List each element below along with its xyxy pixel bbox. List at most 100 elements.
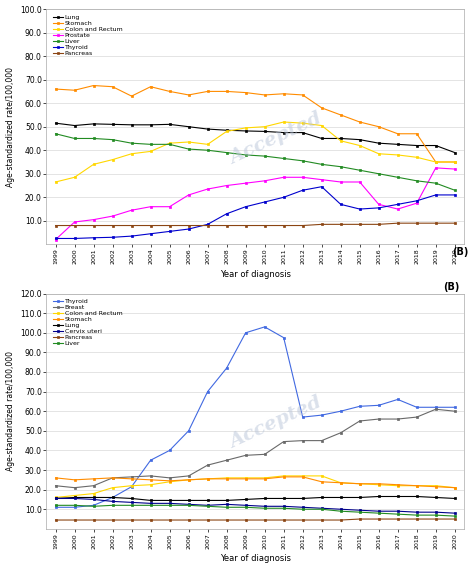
Prostate <box>319 176 325 183</box>
Pancreas <box>72 517 77 523</box>
Stomach <box>53 86 58 93</box>
Liver <box>53 130 58 137</box>
Colon and Rectum <box>224 475 229 481</box>
Lung <box>338 494 344 501</box>
Line: Colon and Rectum: Colon and Rectum <box>54 121 456 183</box>
Thyroid <box>395 396 401 403</box>
Stomach <box>72 87 77 94</box>
Stomach <box>224 476 229 483</box>
Cervix uteri <box>357 507 363 514</box>
Cervix uteri <box>53 495 58 502</box>
Colon and Rectum <box>319 122 325 129</box>
Liver <box>262 505 267 512</box>
Cervix uteri <box>224 501 229 508</box>
Liver <box>452 513 457 519</box>
Stomach <box>167 477 173 484</box>
Thyroid <box>129 483 135 490</box>
Prostate <box>53 236 58 243</box>
Breast <box>205 461 210 468</box>
Stomach <box>452 484 457 491</box>
Pancreas <box>262 517 267 523</box>
Colon and Rectum <box>452 484 457 491</box>
Prostate <box>300 174 306 181</box>
Cervix uteri <box>281 503 286 510</box>
Prostate <box>395 205 401 212</box>
Thyroid <box>148 230 154 237</box>
Liver <box>319 506 325 513</box>
Breast <box>109 475 115 481</box>
Lung <box>167 121 173 128</box>
Text: Accepted: Accepted <box>227 394 325 452</box>
Thyroid <box>319 412 325 419</box>
Liver <box>205 503 210 510</box>
Prostate <box>129 207 135 213</box>
Colon and Rectum <box>205 141 210 148</box>
Liver <box>148 141 154 148</box>
Colon and Rectum <box>148 481 154 488</box>
Stomach <box>414 130 419 137</box>
Lung <box>205 497 210 504</box>
Lung <box>53 119 58 126</box>
Stomach <box>262 92 267 98</box>
Prostate <box>148 203 154 210</box>
Thyroid <box>338 408 344 415</box>
Thyroid <box>262 323 267 330</box>
Prostate <box>414 200 419 207</box>
Pancreas <box>319 221 325 228</box>
Thyroid <box>224 365 229 372</box>
Lung <box>414 493 419 500</box>
Cervix uteri <box>243 502 248 509</box>
Colon and Rectum <box>414 483 419 489</box>
Stomach <box>167 88 173 95</box>
Stomach <box>338 479 344 486</box>
Liver <box>281 155 286 162</box>
Stomach <box>186 476 191 483</box>
Liver <box>300 506 306 513</box>
Prostate <box>224 182 229 189</box>
Pancreas <box>300 222 306 229</box>
Colon and Rectum <box>319 472 325 479</box>
Pancreas <box>395 220 401 226</box>
Breast <box>376 415 382 422</box>
Lung <box>72 122 77 129</box>
Liver <box>376 170 382 177</box>
Colon and Rectum <box>186 476 191 483</box>
Prostate <box>338 179 344 185</box>
Legend: Lung, Stomach, Colon and Rectum, Prostate, Liver, Thyroid, Pancreas: Lung, Stomach, Colon and Rectum, Prostat… <box>51 12 125 59</box>
Breast <box>243 452 248 459</box>
Pancreas <box>243 517 248 523</box>
Stomach <box>281 90 286 97</box>
Cervix uteri <box>262 503 267 510</box>
Thyroid <box>148 457 154 464</box>
Breast <box>148 472 154 479</box>
Colon and Rectum <box>91 161 96 168</box>
Thyroid <box>452 192 457 199</box>
Pancreas <box>452 220 457 226</box>
Lung <box>376 140 382 147</box>
Pancreas <box>376 221 382 228</box>
Breast <box>186 472 191 479</box>
Liver <box>281 505 286 512</box>
Breast <box>300 437 306 444</box>
X-axis label: Year of diagnosis: Year of diagnosis <box>219 554 291 563</box>
Thyroid <box>300 187 306 193</box>
Cervix uteri <box>452 510 457 517</box>
Liver <box>357 167 363 174</box>
Colon and Rectum <box>72 492 77 499</box>
Lung <box>148 497 154 504</box>
Line: Prostate: Prostate <box>54 167 456 241</box>
Thyroid <box>129 233 135 240</box>
Liver <box>186 502 191 509</box>
Line: Pancreas: Pancreas <box>54 518 456 521</box>
Colon and Rectum <box>109 156 115 163</box>
Liver <box>148 502 154 509</box>
Lung <box>129 495 135 502</box>
Thyroid <box>91 502 96 509</box>
Pancreas <box>357 221 363 228</box>
Line: Thyroid: Thyroid <box>54 325 456 509</box>
Thyroid <box>414 404 419 411</box>
Liver <box>243 151 248 158</box>
Liver <box>91 135 96 142</box>
Legend: Thyroid, Breast, Colon and Rectum, Stomach, Lung, Cervix uteri, Pancreas, Liver: Thyroid, Breast, Colon and Rectum, Stoma… <box>51 296 125 349</box>
Colon and Rectum <box>395 483 401 489</box>
